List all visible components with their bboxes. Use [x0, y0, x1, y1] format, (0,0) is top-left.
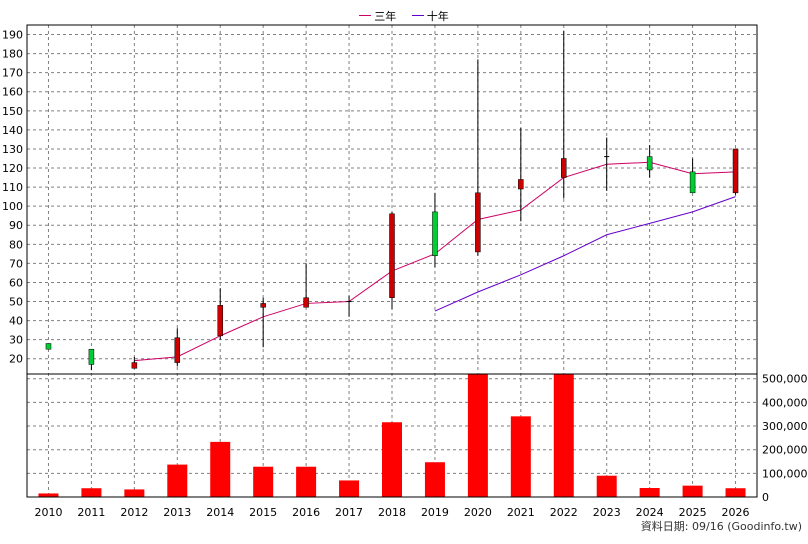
- x-tick-label: 2025: [679, 506, 707, 519]
- candle-body-up: [646, 156, 653, 171]
- price-tick-label: 120: [2, 162, 23, 175]
- x-tick-label: 2023: [593, 506, 621, 519]
- volume-bar: [253, 466, 274, 497]
- price-tick-label: 140: [2, 124, 23, 137]
- candle-body-down: [260, 303, 266, 308]
- x-tick-label: 2026: [722, 506, 750, 519]
- price-tick-label: 160: [2, 86, 23, 99]
- price-tick-label: 70: [9, 257, 23, 270]
- volume-bar: [725, 488, 746, 497]
- data-source-note: 資料日期: 09/16 (Goodinfo.tw): [640, 520, 802, 533]
- volume-tick-label: 400,000: [762, 396, 808, 409]
- x-tick-label: 2016: [292, 506, 320, 519]
- x-tick-label: 2024: [636, 506, 664, 519]
- candle-body-down: [174, 337, 181, 363]
- volume-bar: [639, 488, 660, 497]
- candle-body-down: [131, 362, 138, 369]
- x-tick-label: 2013: [163, 506, 191, 519]
- candle-body-up: [88, 348, 95, 365]
- ma-line-ten-year: [434, 196, 736, 312]
- x-tick-label: 2017: [335, 506, 363, 519]
- x-tick-label: 2019: [421, 506, 449, 519]
- legend-swatch-ma10: [411, 15, 424, 16]
- price-tick-label: 30: [9, 334, 23, 347]
- volume-bar: [210, 441, 231, 497]
- volume-bar: [467, 374, 488, 497]
- candle-body-down: [732, 148, 739, 194]
- volume-tick-label: 500,000: [762, 373, 808, 386]
- volume-tick-label: 100,000: [762, 467, 808, 480]
- x-tick-label: 2014: [206, 506, 234, 519]
- legend-item-ma10: 十年: [411, 8, 449, 24]
- legend: 三年 十年: [0, 6, 808, 24]
- volume-tick-label: 200,000: [762, 444, 808, 457]
- price-tick-label: 80: [9, 238, 23, 251]
- x-tick-label: 2015: [249, 506, 277, 519]
- volume-bar: [596, 475, 617, 497]
- volume-tick-label: 300,000: [762, 420, 808, 433]
- volume-tick-label: 0: [762, 491, 769, 504]
- price-tick-label: 50: [9, 296, 23, 309]
- candle-body-down: [217, 305, 223, 337]
- price-tick-label: 130: [2, 143, 23, 156]
- volume-bar: [682, 485, 703, 497]
- candle-body-up: [45, 343, 52, 350]
- volume-bar: [424, 462, 445, 497]
- x-tick-label: 2022: [550, 506, 578, 519]
- volume-bar: [510, 416, 531, 497]
- price-tick-label: 90: [9, 219, 23, 232]
- volume-bar: [296, 466, 317, 497]
- legend-label-ma3: 三年: [374, 9, 397, 23]
- candle-body-up: [689, 171, 696, 194]
- volume-bar: [553, 374, 574, 497]
- price-tick-label: 110: [2, 181, 23, 194]
- volume-bar: [124, 489, 145, 497]
- price-tick-label: 190: [2, 29, 23, 42]
- x-tick-label: 2010: [34, 506, 62, 519]
- x-tick-label: 2020: [464, 506, 492, 519]
- x-tick-label: 2021: [507, 506, 535, 519]
- candle-body-down: [303, 297, 309, 308]
- price-tick-label: 100: [2, 200, 23, 213]
- price-tick-label: 20: [9, 353, 23, 366]
- candle-body-down: [389, 213, 395, 298]
- candle-body-down: [475, 192, 481, 253]
- candle-body-down: [561, 158, 567, 178]
- candle-body-down: [518, 179, 524, 190]
- volume-bar: [81, 488, 102, 497]
- volume-bar: [382, 422, 402, 497]
- candle-body-up: [432, 211, 438, 257]
- price-tick-label: 180: [2, 48, 23, 61]
- price-tick-label: 150: [2, 105, 23, 118]
- price-tick-label: 170: [2, 67, 23, 80]
- x-tick-label: 2018: [378, 506, 406, 519]
- price-tick-label: 60: [9, 276, 23, 289]
- x-tick-label: 2012: [120, 506, 148, 519]
- legend-swatch-ma3: [359, 15, 372, 16]
- volume-bar: [167, 464, 188, 497]
- volume-bar: [339, 480, 360, 497]
- volume-bar: [38, 493, 59, 497]
- x-tick-label: 2011: [77, 506, 105, 519]
- legend-item-ma3: 三年: [359, 8, 396, 24]
- legend-label-ma10: 十年: [426, 9, 449, 23]
- price-tick-label: 40: [9, 315, 23, 328]
- outer-frame: [26, 24, 758, 498]
